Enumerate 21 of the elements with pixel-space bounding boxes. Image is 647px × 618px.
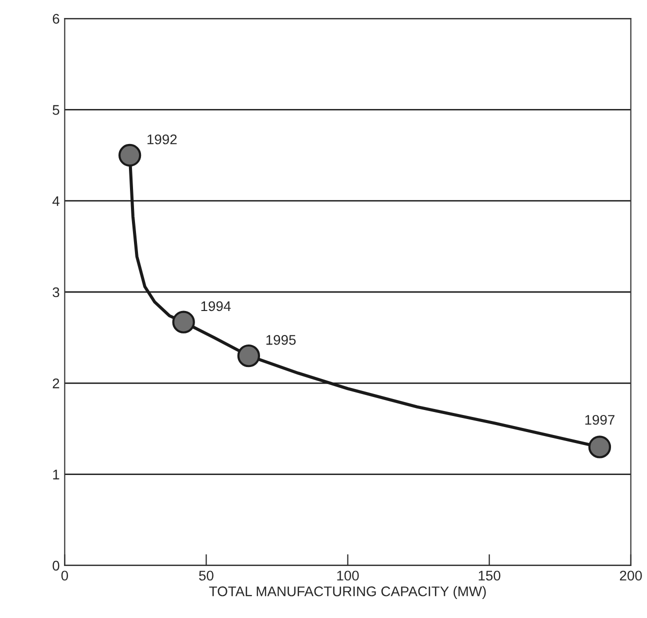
point — [588, 436, 612, 458]
x-axis-title: TOTAL MANUFACTURING CAPACITY (MW) — [209, 586, 486, 599]
point — [172, 310, 195, 334]
x-tick-label: 100 — [337, 570, 359, 581]
x-tick-label: 0 — [61, 570, 68, 581]
x-tick-label: 200 — [620, 570, 642, 581]
x-tick-label: 50 — [199, 570, 214, 581]
x-tick-label: 150 — [478, 570, 500, 581]
annotation: 1994 — [201, 301, 231, 312]
point — [237, 344, 260, 368]
y-tick-label: 0 — [52, 560, 60, 571]
y-tick-label: 1 — [53, 470, 60, 480]
y-tick-label: 6 — [52, 14, 60, 24]
annotation: 1992 — [148, 134, 177, 144]
y-tick-label: 2 — [52, 378, 60, 388]
y-tick-label: 5 — [52, 105, 60, 115]
point — [118, 144, 142, 167]
y-tick-label: 4 — [52, 196, 60, 206]
annotation: 1997 — [585, 414, 614, 425]
y-tick-label: 3 — [52, 287, 60, 298]
annotation: 1995 — [266, 335, 296, 345]
